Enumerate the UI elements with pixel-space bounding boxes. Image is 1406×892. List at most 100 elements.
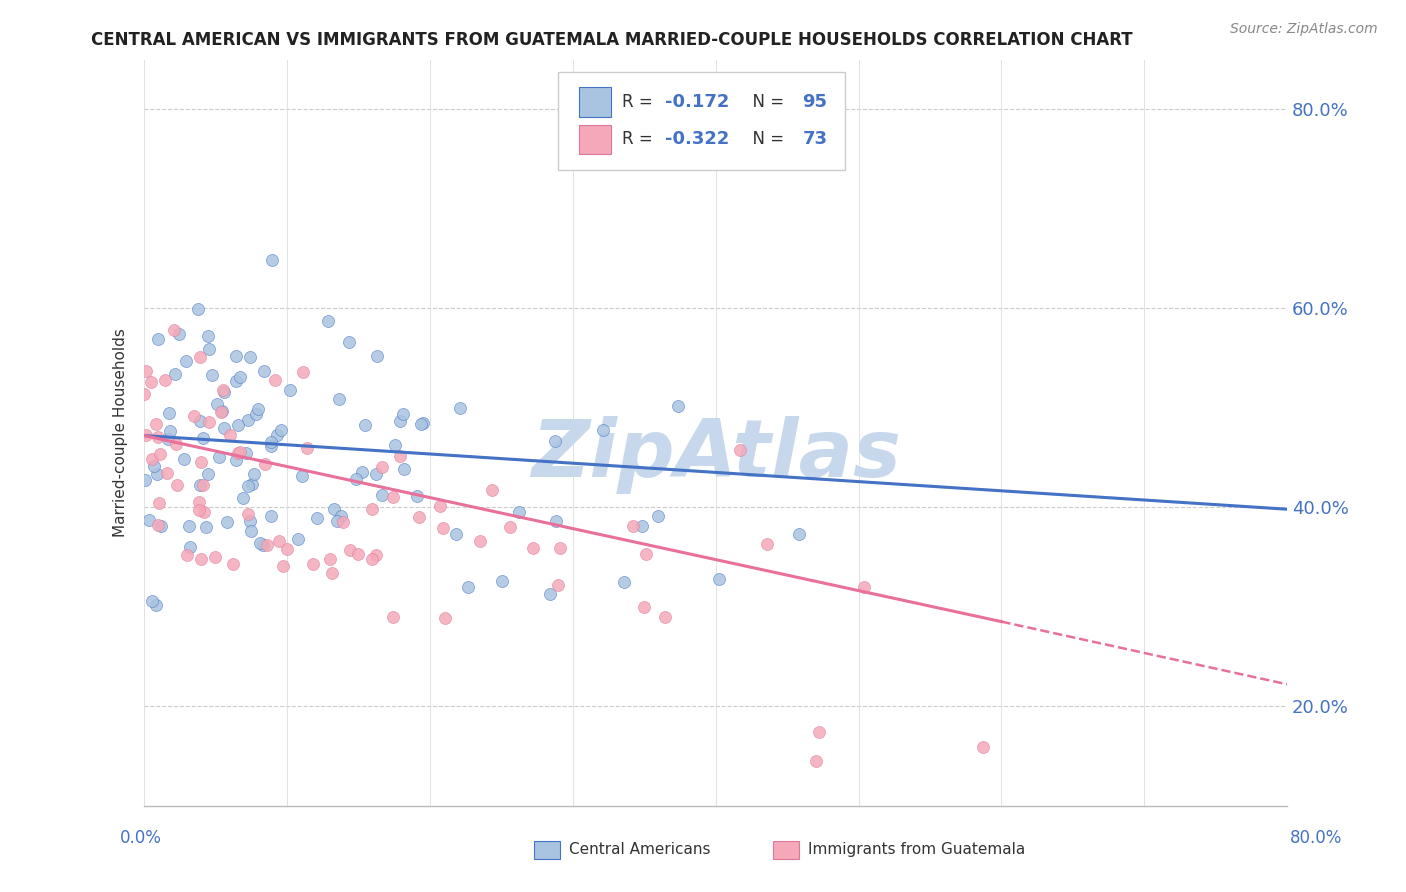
Bar	[579, 125, 610, 154]
Point	[212, 384, 235, 399]
Point	[249, 536, 271, 550]
Point	[647, 508, 669, 523]
Text: N =: N =	[742, 93, 789, 112]
Point	[179, 519, 201, 533]
Point	[142, 458, 165, 473]
Point	[218, 428, 240, 442]
Point	[174, 354, 197, 368]
Point	[260, 252, 283, 267]
Point	[252, 364, 274, 378]
Point	[212, 383, 235, 397]
Point	[247, 401, 270, 416]
Point	[322, 501, 344, 516]
Point	[361, 501, 384, 516]
Point	[205, 397, 228, 411]
Point	[728, 442, 751, 457]
Point	[153, 372, 176, 386]
Point	[353, 418, 375, 433]
Point	[266, 428, 288, 442]
Point	[630, 518, 652, 533]
Point	[364, 467, 387, 482]
Point	[339, 543, 361, 558]
Point	[236, 479, 259, 493]
Point	[707, 572, 730, 586]
Point	[176, 548, 198, 562]
Point	[371, 459, 394, 474]
Point	[243, 467, 266, 481]
Text: -0.322: -0.322	[665, 130, 730, 148]
Point	[239, 514, 262, 528]
Point	[146, 467, 169, 482]
Point	[135, 364, 157, 378]
Point	[499, 520, 522, 534]
Point	[225, 349, 247, 363]
Point	[134, 387, 156, 401]
Point	[239, 350, 262, 364]
Point	[392, 462, 415, 476]
Point	[412, 416, 434, 430]
Point	[468, 534, 491, 549]
Point	[201, 368, 224, 383]
Point	[328, 392, 350, 407]
Point	[173, 452, 195, 467]
Point	[191, 431, 214, 445]
Point	[157, 406, 180, 420]
Point	[321, 566, 343, 580]
Text: ZipAtlas: ZipAtlas	[531, 416, 901, 494]
Text: CENTRAL AMERICAN VS IMMIGRANTS FROM GUATEMALA MARRIED-COUPLE HOUSEHOLDS CORRELAT: CENTRAL AMERICAN VS IMMIGRANTS FROM GUAT…	[91, 31, 1133, 49]
Point	[198, 415, 221, 429]
Point	[159, 424, 181, 438]
Text: N =: N =	[742, 130, 789, 148]
Point	[187, 494, 209, 508]
Bar	[773, 841, 799, 859]
Point	[269, 533, 291, 548]
Text: Central Americans: Central Americans	[569, 842, 711, 856]
Text: 95: 95	[803, 93, 828, 112]
Point	[364, 549, 387, 563]
Point	[149, 519, 172, 533]
Point	[166, 478, 188, 492]
Point	[190, 552, 212, 566]
Point	[235, 446, 257, 460]
Point	[183, 409, 205, 423]
Bar	[534, 841, 560, 859]
Point	[508, 504, 530, 518]
Point	[148, 429, 170, 443]
Point	[135, 428, 157, 442]
Point	[238, 507, 260, 521]
Point	[242, 477, 264, 491]
Point	[332, 515, 354, 529]
Point	[481, 483, 503, 497]
Point	[146, 517, 169, 532]
Point	[245, 407, 267, 421]
Point	[382, 609, 405, 624]
Point	[190, 350, 212, 364]
Text: Immigrants from Guatemala: Immigrants from Guatemala	[808, 842, 1026, 856]
Point	[654, 610, 676, 624]
Point	[547, 578, 569, 592]
Point	[457, 580, 479, 594]
Point	[191, 478, 214, 492]
Point	[141, 594, 163, 608]
Point	[165, 436, 187, 450]
Point	[271, 558, 294, 573]
Text: 0.0%: 0.0%	[120, 829, 162, 847]
Point	[225, 452, 247, 467]
Point	[544, 434, 567, 448]
Point	[613, 574, 636, 589]
Point	[666, 399, 689, 413]
Point	[187, 503, 209, 517]
Point	[228, 418, 250, 433]
Point	[236, 413, 259, 427]
Point	[972, 739, 994, 754]
Point	[446, 526, 468, 541]
Point	[382, 491, 405, 505]
Point	[852, 580, 875, 594]
Point	[260, 434, 283, 449]
Point	[148, 496, 170, 510]
Point	[188, 414, 211, 428]
Point	[449, 401, 471, 416]
Point	[260, 439, 283, 453]
Point	[429, 500, 451, 514]
Point	[389, 449, 412, 463]
